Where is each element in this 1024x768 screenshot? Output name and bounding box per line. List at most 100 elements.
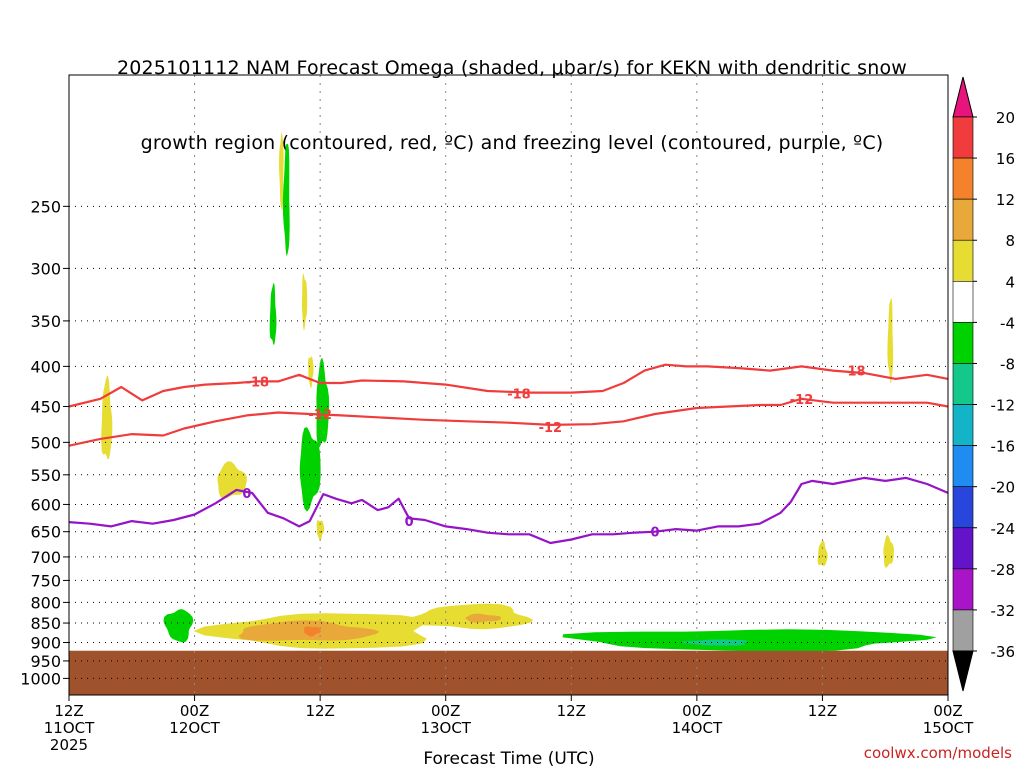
colorbar: 20 16 12 8 4 -4 -8 -12 -16 -20 -24 -28 -32 -36 (952, 76, 1016, 692)
omega-region (817, 540, 828, 566)
colorbar-top-arrow (952, 76, 974, 118)
colorbar-bin (952, 281, 974, 323)
omega-region (316, 520, 325, 541)
y-tick-label: 700 (30, 548, 61, 567)
surface-fill (69, 650, 948, 695)
contour-line (68, 476, 949, 545)
omega-region (308, 356, 314, 388)
y-tick-label: 300 (30, 259, 61, 278)
y-tick-label: 250 (30, 197, 61, 216)
x-tick-label: 12Z (808, 702, 837, 720)
x-tick-label: 00Z (933, 702, 962, 720)
contour-label: 0 (242, 487, 251, 502)
omega-region (887, 298, 894, 384)
x-tick-label: 13OCT (420, 719, 471, 737)
omega-region (299, 427, 321, 512)
omega-region (279, 132, 284, 211)
colorbar-label: -12 (991, 397, 1016, 415)
y-tick-label: 600 (30, 495, 61, 514)
contour-line (68, 363, 949, 408)
omega-region (269, 282, 277, 346)
omega-region (163, 609, 194, 643)
x-tick-label: 14OCT (672, 719, 723, 737)
contour-label: 0 (650, 526, 659, 541)
contour-label: -12 (308, 408, 332, 423)
y-tick-label: 550 (30, 466, 61, 485)
colorbar-label: -24 (991, 520, 1016, 538)
y-tick-label: 350 (30, 312, 61, 331)
omega-region (562, 629, 937, 652)
colorbar-label: -28 (991, 561, 1016, 579)
y-tick-label: 450 (30, 397, 61, 416)
colorbar-label: 8 (1005, 232, 1015, 250)
omega-region (680, 639, 749, 646)
colorbar-label: -20 (991, 479, 1016, 497)
colorbar-bin (952, 527, 974, 570)
colorbar-bin (952, 239, 974, 282)
plot-frame (68, 74, 949, 696)
x-tick-label: 12Z (305, 702, 334, 720)
x-axis-label: Forecast Time (UTC) (423, 749, 594, 768)
colorbar-bin (952, 404, 974, 446)
chart-title: 2025101112 NAM Forecast Omega (shaded, μ… (0, 6, 1024, 181)
colorbar-bin (952, 609, 974, 652)
y-tick-label: 800 (30, 593, 61, 612)
colorbar-bin (952, 363, 974, 405)
contour-line (68, 397, 949, 447)
colorbar-bottom-arrow (952, 650, 974, 692)
colorbar-label: 4 (1005, 273, 1015, 291)
omega-region (883, 535, 894, 568)
colorbar-bin (952, 198, 974, 241)
x-tick-label: 11OCT (44, 719, 95, 737)
omega-region (282, 143, 290, 257)
colorbar-bin (952, 568, 974, 611)
y-tick-label: 900 (30, 634, 61, 653)
colorbar-label: -4 (1000, 314, 1015, 332)
contour-label: -18 (507, 387, 531, 402)
colorbar-bin (952, 157, 974, 200)
title-line-1: 2025101112 NAM Forecast Omega (shaded, μ… (116, 57, 908, 79)
x-tick-label: 00Z (431, 702, 460, 720)
colorbar-bin (952, 486, 974, 529)
colorbar-label: 12 (996, 191, 1015, 209)
colorbar-bin (952, 116, 974, 159)
contour-label: -18 (246, 375, 270, 390)
x-tick-label: 12OCT (169, 719, 220, 737)
y-tick-label: 400 (30, 357, 61, 376)
contour-label: -18 (842, 365, 866, 380)
x-tick-label: 12Z (54, 702, 83, 720)
contour-label: -12 (790, 393, 814, 408)
colorbar-label: -8 (1000, 355, 1015, 373)
axes: 2503003504004505005506006507007508008509… (20, 74, 974, 754)
omega-region (316, 357, 330, 448)
contour-label: 0 (405, 515, 414, 530)
y-tick-label: 500 (30, 433, 61, 452)
colorbar-bin (952, 322, 974, 364)
x-tick-label: 00Z (682, 702, 711, 720)
y-tick-label: 1000 (20, 669, 61, 688)
colorbar-label: 16 (996, 150, 1015, 168)
colorbar-label: -32 (991, 602, 1016, 620)
x-tick-label: 00Z (180, 702, 209, 720)
title-line-2: growth region (contoured, red, ºC) and f… (140, 132, 884, 154)
contour-lines: -18 -18 -18 -12 -12 -12 0 0 0 (68, 363, 949, 545)
x-tick-label: 12Z (557, 702, 586, 720)
y-tick-label: 650 (30, 523, 61, 542)
y-tick-label: 850 (30, 614, 61, 633)
omega-region (465, 613, 501, 623)
omega-region (304, 626, 321, 637)
colorbar-bin (952, 445, 974, 487)
y-tick-label: 950 (30, 652, 61, 671)
colorbar-label: -16 (991, 438, 1016, 456)
omega-region (101, 375, 113, 460)
x-tick-label: 2025 (50, 736, 88, 754)
omega-region (302, 273, 308, 331)
y-tick-label: 750 (30, 571, 61, 590)
colorbar-label: -36 (991, 643, 1016, 661)
watermark: coolwx.com/models (863, 744, 1012, 762)
x-tick-label: 15OCT (923, 719, 974, 737)
terrain-surface (69, 650, 948, 695)
contour-label: -12 (539, 421, 563, 436)
colorbar-label: 20 (996, 109, 1015, 127)
